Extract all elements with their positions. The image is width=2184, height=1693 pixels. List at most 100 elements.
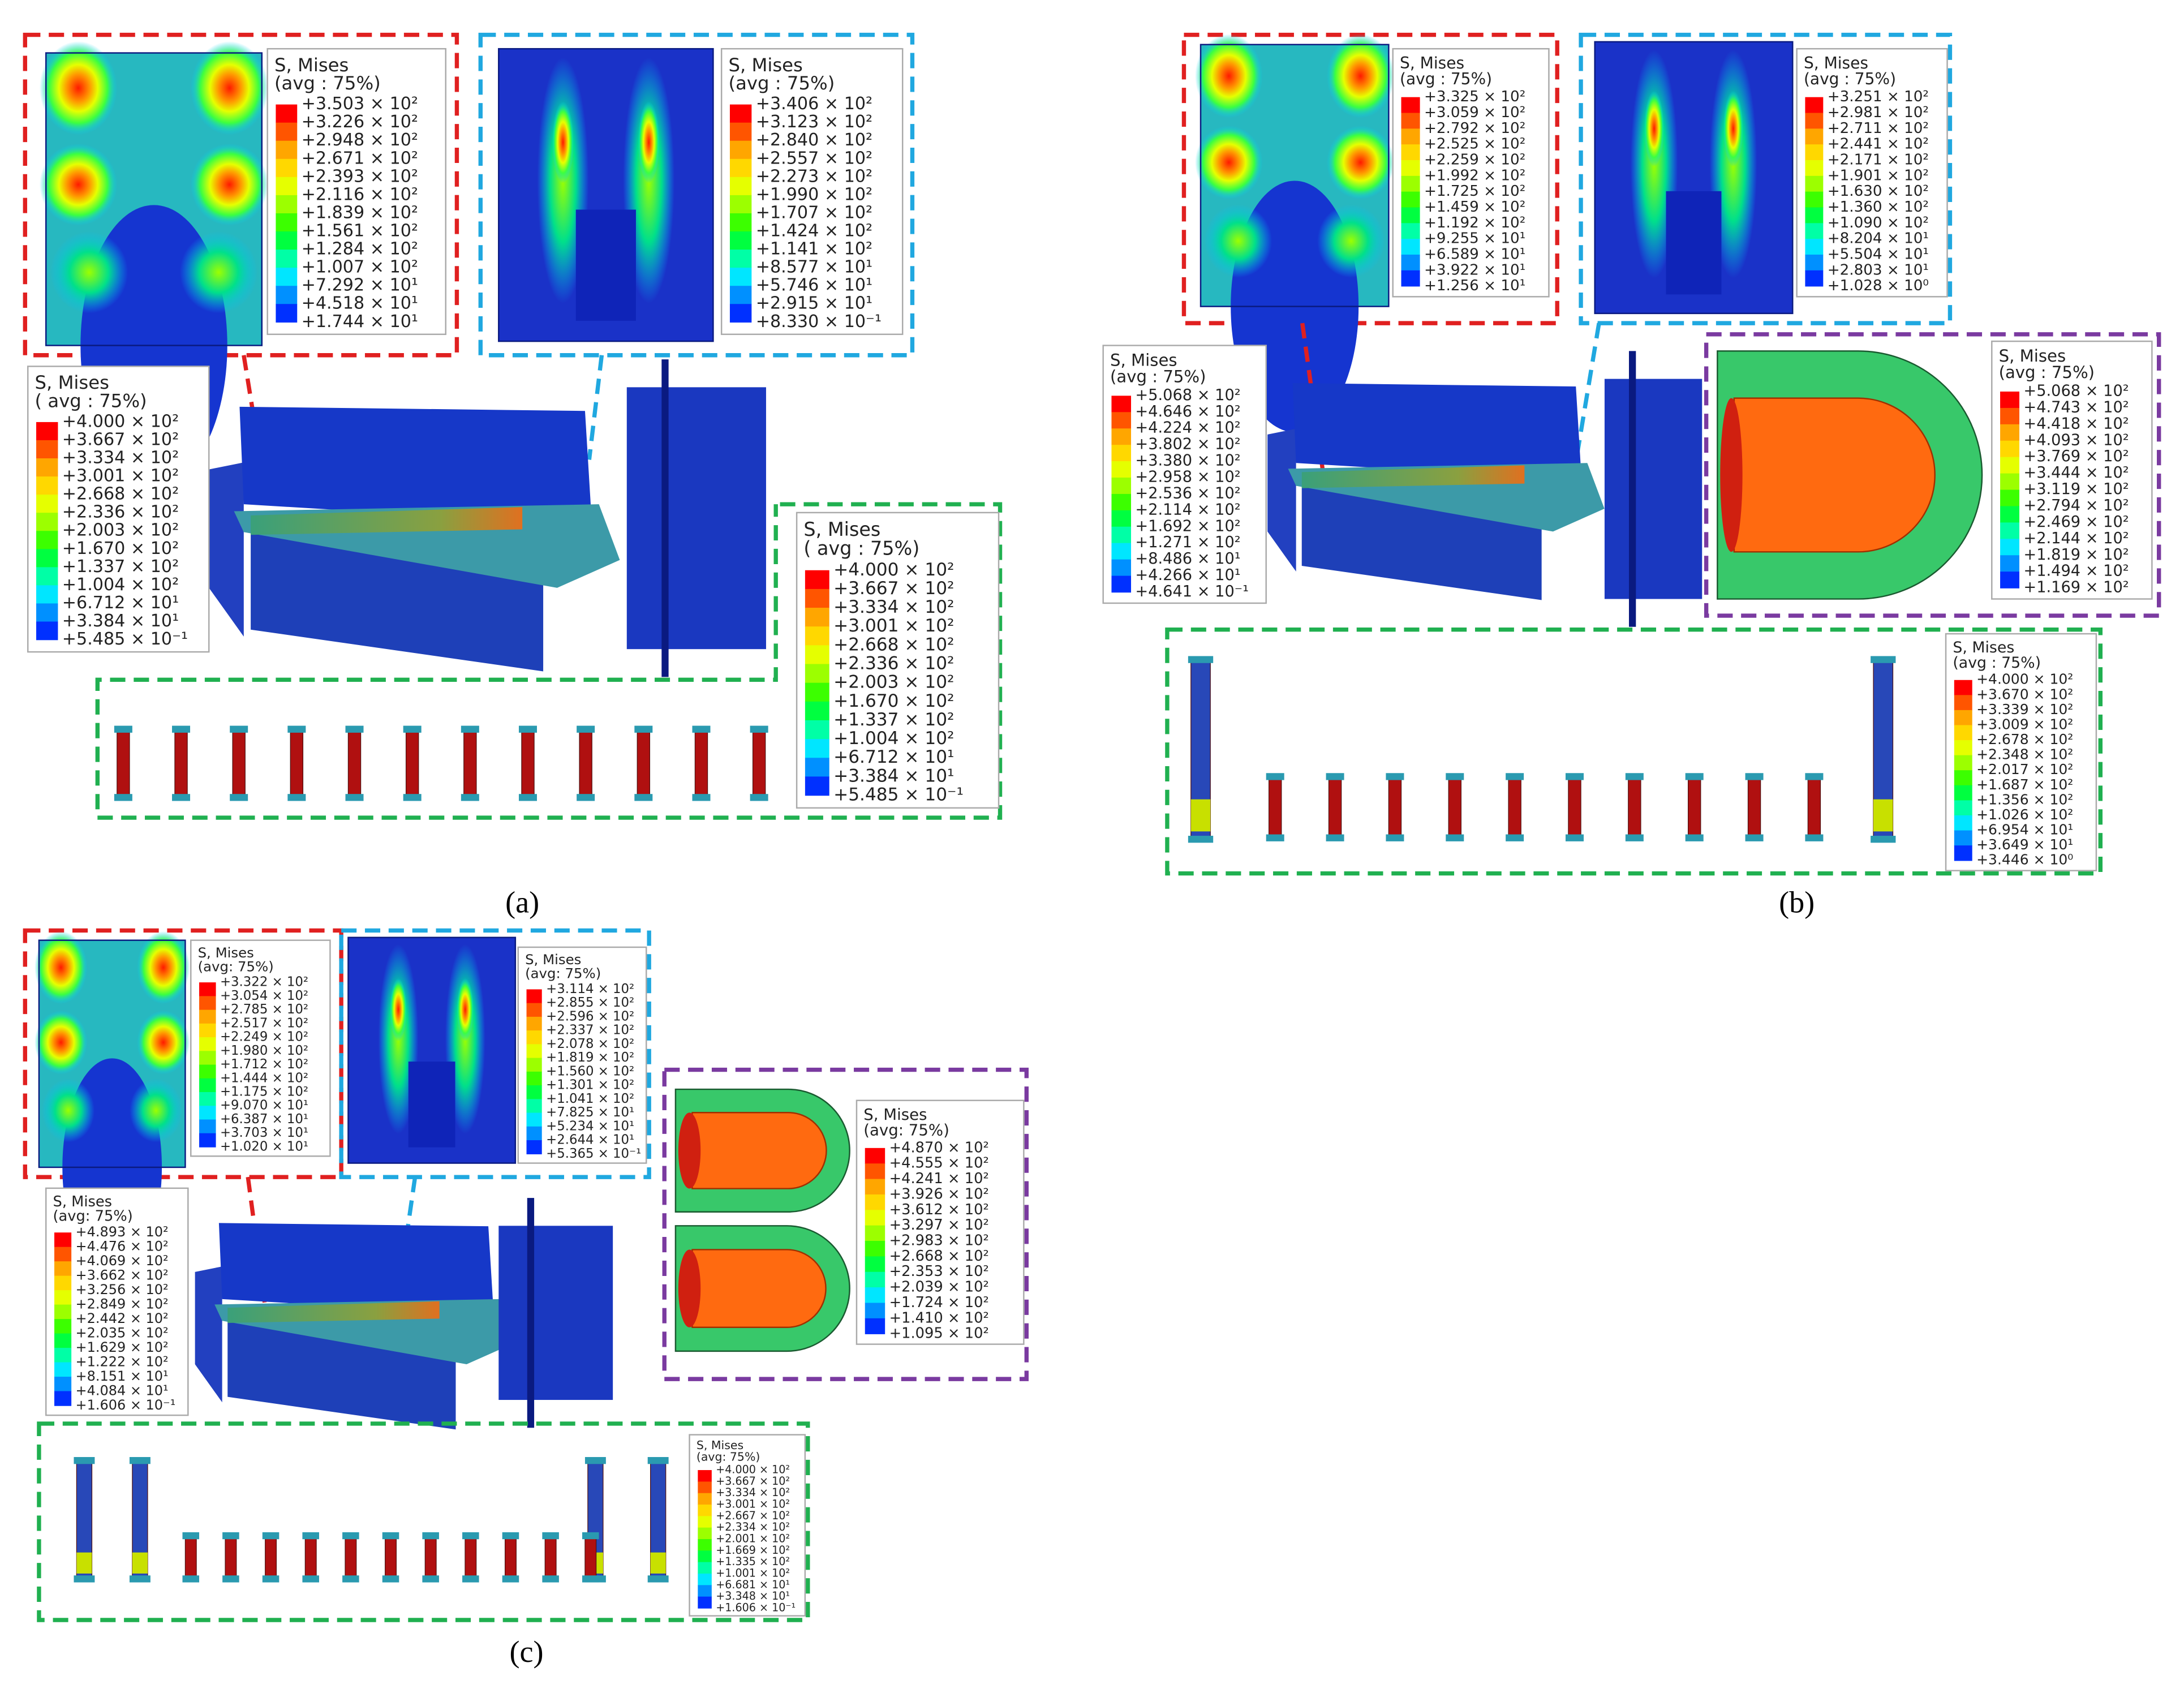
- mesh-border: [45, 52, 263, 346]
- legend-band: [526, 1030, 542, 1045]
- bolt-hot: [132, 1552, 148, 1574]
- legend-title: S, Mises: [728, 54, 802, 76]
- legend-entry: +4.418 × 10²: [2023, 415, 2129, 432]
- bolt-head: [262, 1532, 280, 1540]
- legend-band: [1805, 128, 1824, 145]
- legend-band: [865, 1271, 885, 1288]
- legend-band: [199, 1092, 216, 1106]
- legend-band: [805, 682, 829, 702]
- bolt-hot: [650, 1552, 666, 1574]
- legend-entry: +2.849 × 10²: [76, 1296, 169, 1312]
- legend-title: S, Mises: [1999, 346, 2066, 366]
- legend-entry: +3.334 × 10²: [716, 1486, 790, 1499]
- legend-entry: +2.517 × 10²: [220, 1016, 308, 1030]
- legend-band: [2000, 457, 2020, 474]
- legend-band: [865, 1287, 885, 1304]
- legend-entry: +3.667 × 10²: [833, 578, 954, 599]
- legend-entry: +2.259 × 10²: [1424, 151, 1525, 168]
- connector: [587, 355, 604, 460]
- bolt-head: [302, 1532, 319, 1540]
- legend-entry: +3.612 × 10²: [889, 1201, 989, 1218]
- legend-band: [1111, 559, 1132, 577]
- legend-entry: +1.001 × 10²: [716, 1566, 790, 1579]
- legend-entry: +1.444 × 10²: [220, 1071, 308, 1085]
- legend: S, Mises(avg : 75%)+5.068 × 10²+4.646 × …: [1102, 345, 1267, 604]
- legend-subtitle: (avg : 75%): [728, 72, 835, 94]
- legend-box: [796, 512, 1000, 809]
- legend-band: [865, 1210, 885, 1226]
- legend-title: S, Mises: [53, 1193, 113, 1210]
- legend-band: [54, 1333, 72, 1348]
- legend-band: [698, 1573, 712, 1586]
- bolt-nut: [172, 794, 191, 801]
- legend-band: [698, 1493, 712, 1505]
- legend-entry: +3.001 × 10²: [62, 466, 179, 486]
- legend-entry: +2.393 × 10²: [302, 166, 418, 186]
- legend-entry: +2.840 × 10²: [756, 130, 872, 150]
- legend-subtitle: (avg: 75%): [863, 1121, 949, 1140]
- bolt: [1568, 777, 1581, 838]
- legend-entry: +2.035 × 10²: [76, 1325, 169, 1341]
- legend-band: [526, 1003, 542, 1017]
- bolt: [637, 729, 651, 797]
- legend-entry: +1.606 × 10⁻¹: [76, 1397, 176, 1413]
- legend-entry: +1.356 × 10²: [1976, 791, 2073, 807]
- legend-band: [276, 268, 298, 286]
- sleeve-opening: [678, 1112, 701, 1189]
- bolt: [117, 729, 130, 797]
- bolt-nut: [582, 1575, 599, 1583]
- legend-subtitle: (avg : 75%): [1400, 70, 1492, 88]
- bolt-nut: [1506, 834, 1524, 841]
- bolt-nut: [1188, 836, 1214, 843]
- legend-entry: +3.001 × 10²: [716, 1498, 790, 1511]
- hot-spot: [1326, 126, 1395, 199]
- legend-band: [1401, 191, 1420, 208]
- legend-band: [865, 1241, 885, 1257]
- legend-entry: +2.596 × 10²: [546, 1009, 634, 1024]
- legend-band: [698, 1550, 712, 1563]
- legend-entry: +3.334 × 10²: [62, 448, 179, 468]
- legend-entry: +2.039 × 10²: [889, 1279, 989, 1296]
- legend-band: [276, 195, 298, 214]
- legend-title: S, Mises: [525, 951, 581, 968]
- hot-spot: [552, 101, 574, 183]
- bolt-nut: [634, 794, 653, 801]
- legend-band: [526, 1044, 542, 1059]
- bolt-nut: [422, 1575, 439, 1583]
- legend-band: [276, 213, 298, 232]
- legend-box: [27, 366, 210, 653]
- legend-band: [276, 304, 298, 323]
- bolt-head: [582, 1532, 599, 1540]
- bolt-nut: [1625, 834, 1644, 841]
- bolt: [424, 1536, 437, 1579]
- legend-entry: +8.204 × 10¹: [1828, 230, 1929, 247]
- legend-entry: +3.256 × 10²: [76, 1282, 169, 1297]
- legend-band: [1805, 254, 1824, 271]
- legend-band: [526, 1071, 542, 1086]
- sleeve-inner: [691, 1249, 827, 1329]
- legend-entry: +3.406 × 10²: [756, 94, 872, 114]
- bolt-head: [403, 725, 422, 733]
- legend-band: [199, 1119, 216, 1134]
- legend-entry: +2.668 × 10²: [833, 634, 954, 655]
- legend: S, Mises(avg: 75%)+4.000 × 10²+3.667 × 1…: [689, 1434, 806, 1617]
- side-view-plate: [527, 1198, 535, 1428]
- legend-entry: +1.707 × 10²: [756, 203, 872, 222]
- legend-band: [1111, 575, 1132, 593]
- legend-band: [1401, 207, 1420, 224]
- bolt: [347, 729, 362, 797]
- legend-entry: +3.769 × 10²: [2023, 448, 2129, 465]
- hot-spot: [39, 143, 118, 226]
- legend-entry: +4.093 × 10²: [2023, 431, 2129, 449]
- legend-band: [865, 1256, 885, 1273]
- bolt: [385, 1536, 397, 1579]
- bolt: [1448, 777, 1461, 838]
- legend-entry: +1.669 × 10²: [716, 1544, 790, 1557]
- legend-band: [729, 304, 752, 323]
- legend-band: [729, 104, 752, 123]
- legend-band: [2000, 424, 2020, 441]
- legend-band: [2000, 473, 2020, 491]
- legend-band: [1401, 128, 1420, 145]
- legend-entry: +1.670 × 10²: [62, 539, 179, 558]
- bolt: [1628, 777, 1641, 838]
